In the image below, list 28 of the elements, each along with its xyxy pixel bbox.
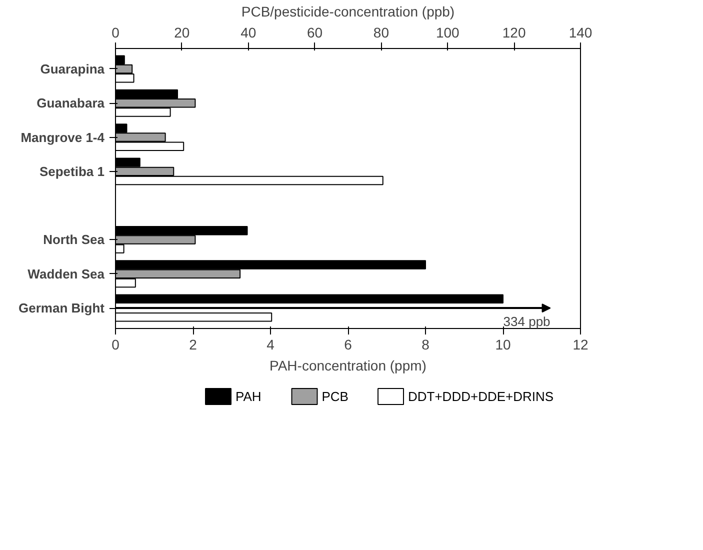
x-tick-label: 2 [189,336,198,352]
x2-tick-label: 60 [307,24,323,40]
y-tick-label: Mangrove 1-4 [20,130,106,145]
x-tick-label: 0 [112,336,120,352]
legend-label: PAH [236,389,262,404]
x2-tick-label: 0 [112,24,120,40]
y-tick-label: Wadden Sea [28,266,106,282]
x2-tick-label: 40 [240,24,256,40]
legend-label: DDT+DDD+DDE+DRINS [408,389,554,404]
x-tick-label: 10 [495,336,511,352]
legend-label: PCB [322,389,348,404]
x2-tick-label: 120 [502,24,526,40]
x2-axis-title: PCB/pesticide-concentration (ppb) [241,4,455,20]
x2-tick-label: 20 [174,24,190,40]
y-tick-label: Guarapina [40,61,106,76]
y-tick-label: North Sea [43,232,106,248]
x-axis-title: PAH-concentration (ppm) [270,358,426,374]
x-tick-label: 6 [344,336,352,352]
x-tick-label: 12 [572,336,588,352]
x2-tick-label: 80 [373,24,390,40]
x-tick-label: 8 [422,336,430,352]
annotation: 334 ppb [503,314,550,330]
y-tick-label: German Bight [18,300,106,316]
y-tick-label: Sepetiba 1 [39,164,105,179]
x2-tick-label: 100 [436,24,460,40]
x-tick-label: 4 [266,336,275,352]
y-tick-label: Guanabara [36,96,106,111]
x2-tick-label: 140 [568,24,592,40]
